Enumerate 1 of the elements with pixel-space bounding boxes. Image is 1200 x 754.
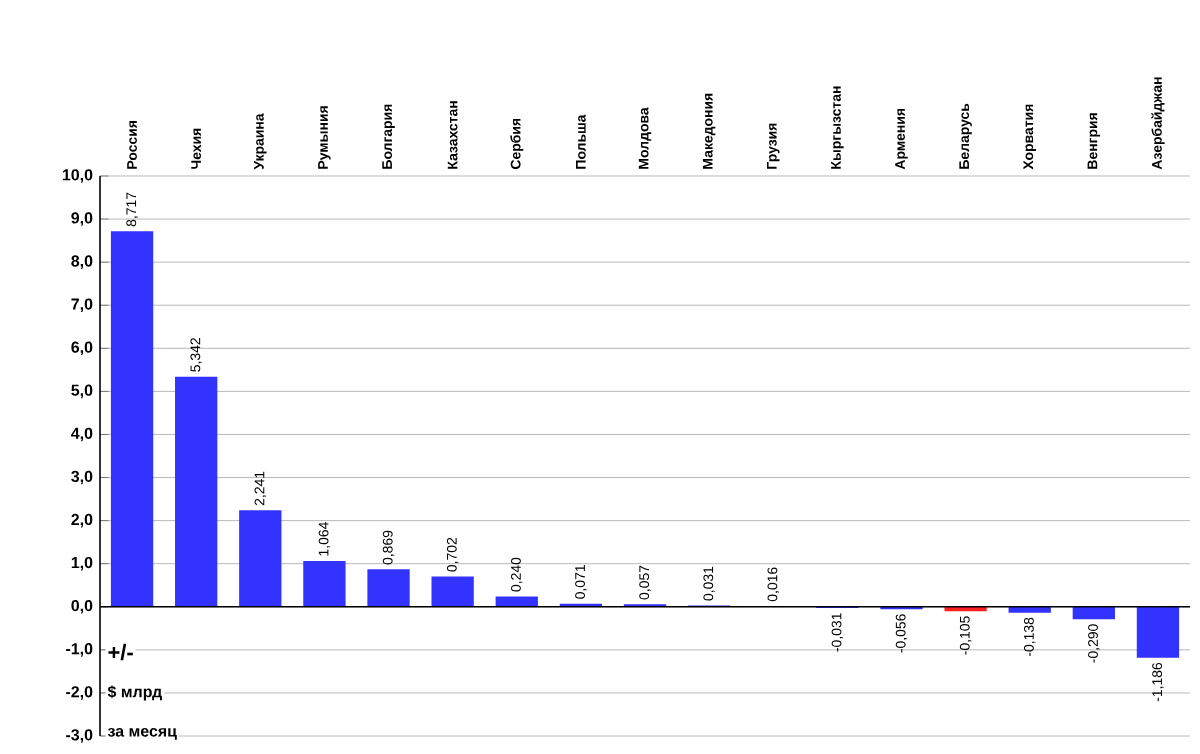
annotation: +/-: [108, 643, 133, 661]
